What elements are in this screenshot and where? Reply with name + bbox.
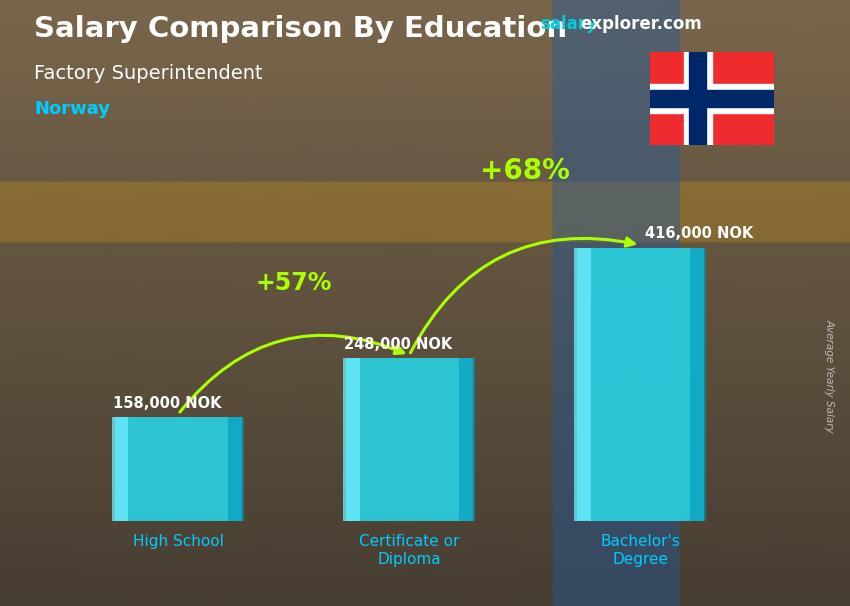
Text: Average Yearly Salary: Average Yearly Salary — [824, 319, 835, 433]
Text: Salary Comparison By Education: Salary Comparison By Education — [34, 15, 567, 43]
Bar — [650, 84, 774, 113]
Bar — [228, 418, 244, 521]
Bar — [575, 248, 591, 521]
Text: 416,000 NOK: 416,000 NOK — [645, 227, 753, 241]
Bar — [577, 248, 704, 521]
Bar — [343, 358, 360, 521]
Bar — [684, 52, 711, 145]
Bar — [650, 90, 774, 107]
Text: 158,000 NOK: 158,000 NOK — [113, 396, 222, 411]
Bar — [112, 418, 128, 521]
Bar — [690, 248, 706, 521]
Bar — [346, 358, 473, 521]
Text: 248,000 NOK: 248,000 NOK — [344, 337, 453, 351]
Bar — [115, 418, 241, 521]
Text: Factory Superintendent: Factory Superintendent — [34, 64, 263, 82]
Text: Bachelor's
Degree: Bachelor's Degree — [600, 534, 680, 567]
Text: +68%: +68% — [479, 157, 570, 185]
Text: explorer.com: explorer.com — [581, 15, 702, 33]
Text: Norway: Norway — [34, 100, 110, 118]
Text: +57%: +57% — [256, 271, 332, 295]
Text: High School: High School — [133, 534, 224, 549]
Bar — [689, 52, 706, 145]
Bar — [459, 358, 475, 521]
Text: Certificate or
Diploma: Certificate or Diploma — [359, 534, 459, 567]
Text: salary: salary — [540, 15, 597, 33]
